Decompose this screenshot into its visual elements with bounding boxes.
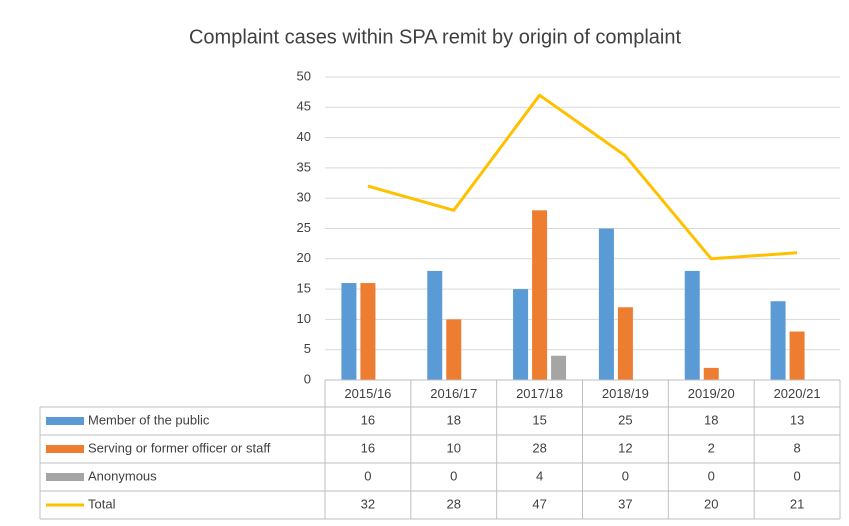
table-cell: 18	[704, 412, 718, 427]
bar	[770, 301, 786, 380]
bar	[789, 331, 805, 380]
table-cell: 10	[447, 440, 461, 455]
y-tick-label: 0	[304, 371, 311, 386]
chart-title: Complaint cases within SPA remit by orig…	[189, 26, 682, 48]
y-tick-label: 5	[304, 341, 311, 356]
table-cell: 20	[704, 496, 718, 511]
table-cell: 0	[364, 468, 371, 483]
table-cell: 18	[447, 412, 461, 427]
bar	[341, 283, 357, 380]
table-cell: 13	[790, 412, 804, 427]
bar	[532, 210, 548, 380]
table-cell: 12	[618, 440, 632, 455]
table-cell: 2	[708, 440, 715, 455]
legend-label: Serving or former officer or staff	[88, 440, 271, 455]
x-tick-label: 2015/16	[344, 386, 391, 401]
y-tick-label: 35	[297, 159, 311, 174]
y-tick-label: 30	[297, 190, 311, 205]
x-tick-label: 2020/21	[774, 386, 821, 401]
x-tick-label: 2018/19	[602, 386, 649, 401]
table-cell: 25	[618, 412, 632, 427]
bar	[446, 319, 462, 380]
bar	[598, 228, 614, 380]
legend-key	[46, 473, 84, 481]
table-cell: 0	[708, 468, 715, 483]
line	[367, 93, 798, 261]
y-tick-label: 20	[297, 250, 311, 265]
bar	[684, 270, 700, 380]
x-tick-label: 2019/20	[688, 386, 735, 401]
y-tick-label: 15	[297, 281, 311, 296]
table-cell: 0	[622, 468, 629, 483]
table-cell: 21	[790, 496, 804, 511]
table-cell: 8	[793, 440, 800, 455]
table-cell: 28	[447, 496, 461, 511]
bar	[427, 270, 443, 380]
table-cell: 0	[793, 468, 800, 483]
table-cell: 37	[618, 496, 632, 511]
table-cell: 0	[450, 468, 457, 483]
legend-key	[46, 445, 84, 453]
table-cell: 28	[532, 440, 546, 455]
legend-label: Total	[88, 496, 116, 511]
legend-label: Member of the public	[88, 412, 210, 427]
y-tick-label: 50	[297, 68, 311, 83]
x-tick-label: 2017/18	[516, 386, 563, 401]
table-cell: 47	[532, 496, 546, 511]
x-tick-label: 2016/17	[430, 386, 477, 401]
bar	[617, 307, 633, 380]
bar	[360, 283, 376, 380]
table-cell: 15	[532, 412, 546, 427]
bar	[551, 355, 567, 380]
y-tick-label: 40	[297, 129, 311, 144]
table-cell: 4	[536, 468, 543, 483]
y-tick-label: 25	[297, 220, 311, 235]
y-tick-label: 45	[297, 99, 311, 114]
legend-label: Anonymous	[88, 468, 157, 483]
table-cell: 16	[361, 412, 375, 427]
table-cell: 16	[361, 440, 375, 455]
bar	[513, 289, 529, 380]
table-cell: 32	[361, 496, 375, 511]
legend-key	[46, 417, 84, 425]
bar	[703, 367, 719, 380]
y-tick-label: 10	[297, 311, 311, 326]
